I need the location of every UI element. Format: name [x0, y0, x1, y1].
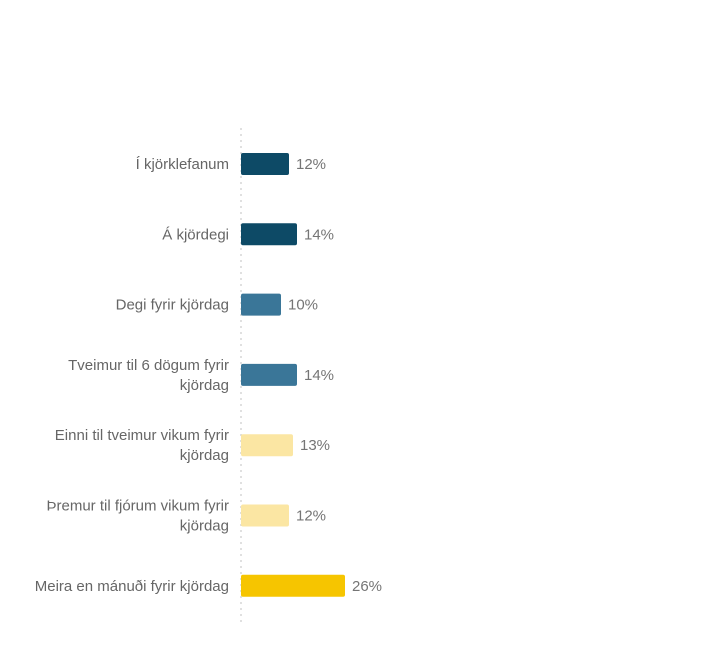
category-label-4: Einni til tveimur vikum fyrir kjördag [55, 427, 229, 464]
value-label-6: 26% [352, 578, 382, 595]
category-label-6: Meira en mánuði fyrir kjördag [35, 578, 229, 595]
category-label-line: kjördag [180, 377, 229, 394]
value-label-0: 12% [296, 156, 326, 173]
category-label-line: kjördag [180, 447, 229, 464]
category-label-1: Á kjördegi [162, 226, 229, 243]
bar-0 [241, 153, 289, 175]
category-label-line: Í kjörklefanum [136, 156, 229, 173]
category-label-line: Degi fyrir kjördag [116, 297, 229, 314]
category-label-2: Degi fyrir kjördag [116, 297, 229, 314]
value-label-3: 14% [304, 367, 334, 384]
bar-5 [241, 504, 289, 527]
value-label-5: 12% [296, 508, 326, 525]
bar-3 [241, 363, 297, 386]
category-label-line: Á kjördegi [162, 226, 229, 243]
category-label-line: Þremur til fjórum vikum fyrir [46, 498, 229, 515]
category-label-5: Þremur til fjórum vikum fyrir kjördag [46, 498, 229, 535]
category-label-0: Í kjörklefanum [136, 156, 229, 173]
value-label-1: 14% [304, 226, 334, 243]
category-label-line: Einni til tveimur vikum fyrir [55, 427, 229, 444]
bar-1 [241, 223, 297, 246]
bar-2 [241, 293, 281, 316]
bar-4 [241, 434, 293, 457]
category-label-line: Tveimur til 6 dögum fyrir [68, 357, 229, 374]
value-label-4: 13% [300, 437, 330, 454]
category-label-3: Tveimur til 6 dögum fyrir kjördag [68, 357, 229, 394]
category-label-line: Meira en mánuði fyrir kjördag [35, 578, 229, 595]
bar-6 [241, 574, 345, 597]
value-label-2: 10% [288, 297, 318, 314]
category-label-line: kjördag [180, 518, 229, 535]
